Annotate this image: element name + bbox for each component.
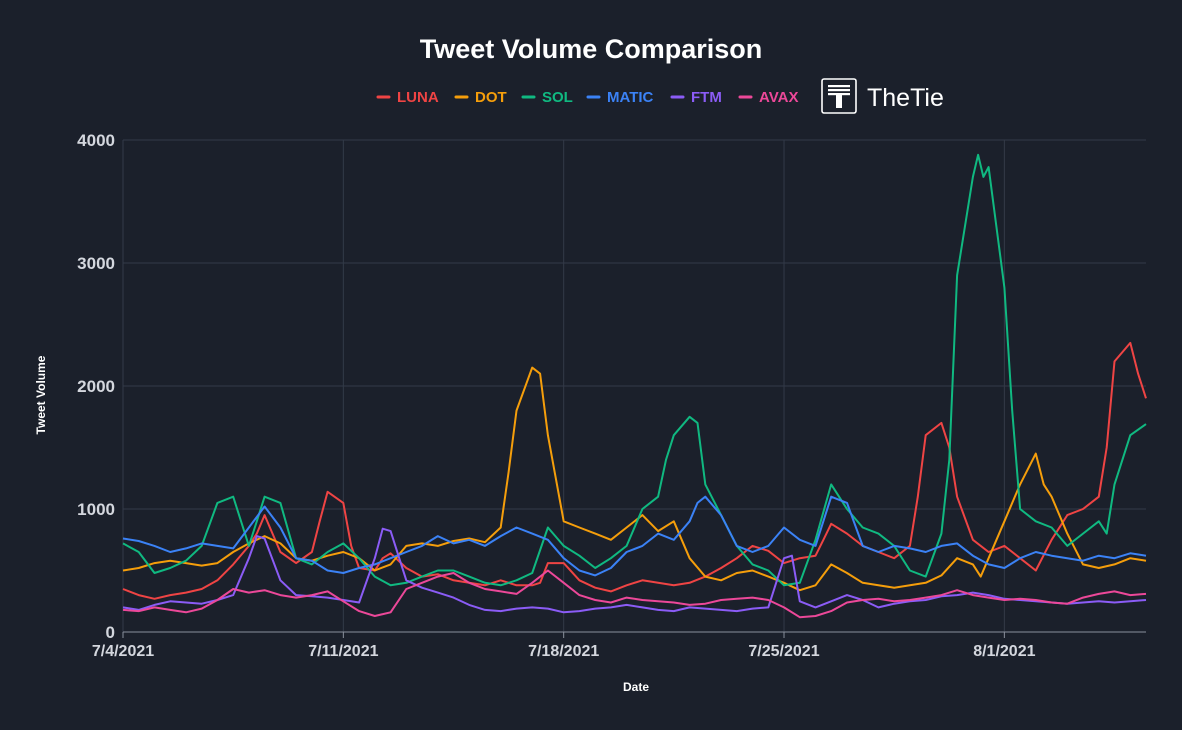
series-line-avax <box>122 569 1147 619</box>
y-tick-label: 0 <box>106 623 115 642</box>
x-axis-label: Date <box>623 680 649 694</box>
x-tick-label: 8/1/2021 <box>973 643 1035 660</box>
thetie-logo: TheTie <box>821 78 944 114</box>
logo-box <box>821 78 857 114</box>
y-axis-ticks: 0 1000 2000 3000 4000 <box>77 131 115 642</box>
x-axis-ticks: 7/4/2021 7/11/2021 7/18/2021 7/25/2021 8/1/2… <box>92 631 1146 660</box>
series-line-matic <box>122 495 1147 577</box>
legend-item-avax[interactable]: AVAX <box>738 89 798 106</box>
series-lines <box>122 153 1147 619</box>
y-tick-label: 4000 <box>77 131 115 150</box>
y-tick-label: 1000 <box>77 500 115 519</box>
chart-title: Tweet Volume Comparison <box>420 34 763 64</box>
legend-item-matic[interactable]: MATIC <box>586 89 654 106</box>
y-tick-label: 2000 <box>77 377 115 396</box>
y-tick-label: 3000 <box>77 254 115 273</box>
legend-item-luna[interactable]: LUNA <box>376 89 439 106</box>
logo-text: TheTie <box>867 84 944 112</box>
x-tick-label: 7/11/2021 <box>308 643 378 660</box>
y-axis-label: Tweet Volume <box>34 355 48 434</box>
legend-label: MATIC <box>607 89 654 106</box>
x-tick-label: 7/18/2021 <box>528 643 599 660</box>
legend-label: DOT <box>475 89 507 106</box>
x-tick-label: 7/25/2021 <box>748 643 819 660</box>
series-line-luna <box>122 341 1147 600</box>
logo-mark-icon <box>828 85 850 108</box>
legend-item-ftm[interactable]: FTM <box>670 89 722 106</box>
legend-label: LUNA <box>397 89 439 106</box>
legend-item-dot[interactable]: DOT <box>454 89 507 106</box>
x-tick-label: 7/4/2021 <box>92 643 154 660</box>
legend-label: SOL <box>542 89 573 106</box>
legend-item-sol[interactable]: SOL <box>521 89 573 106</box>
legend: LUNA DOT SOL MATIC FTM AVAX <box>376 89 798 106</box>
legend-label: FTM <box>691 89 722 106</box>
legend-label: AVAX <box>759 89 798 106</box>
